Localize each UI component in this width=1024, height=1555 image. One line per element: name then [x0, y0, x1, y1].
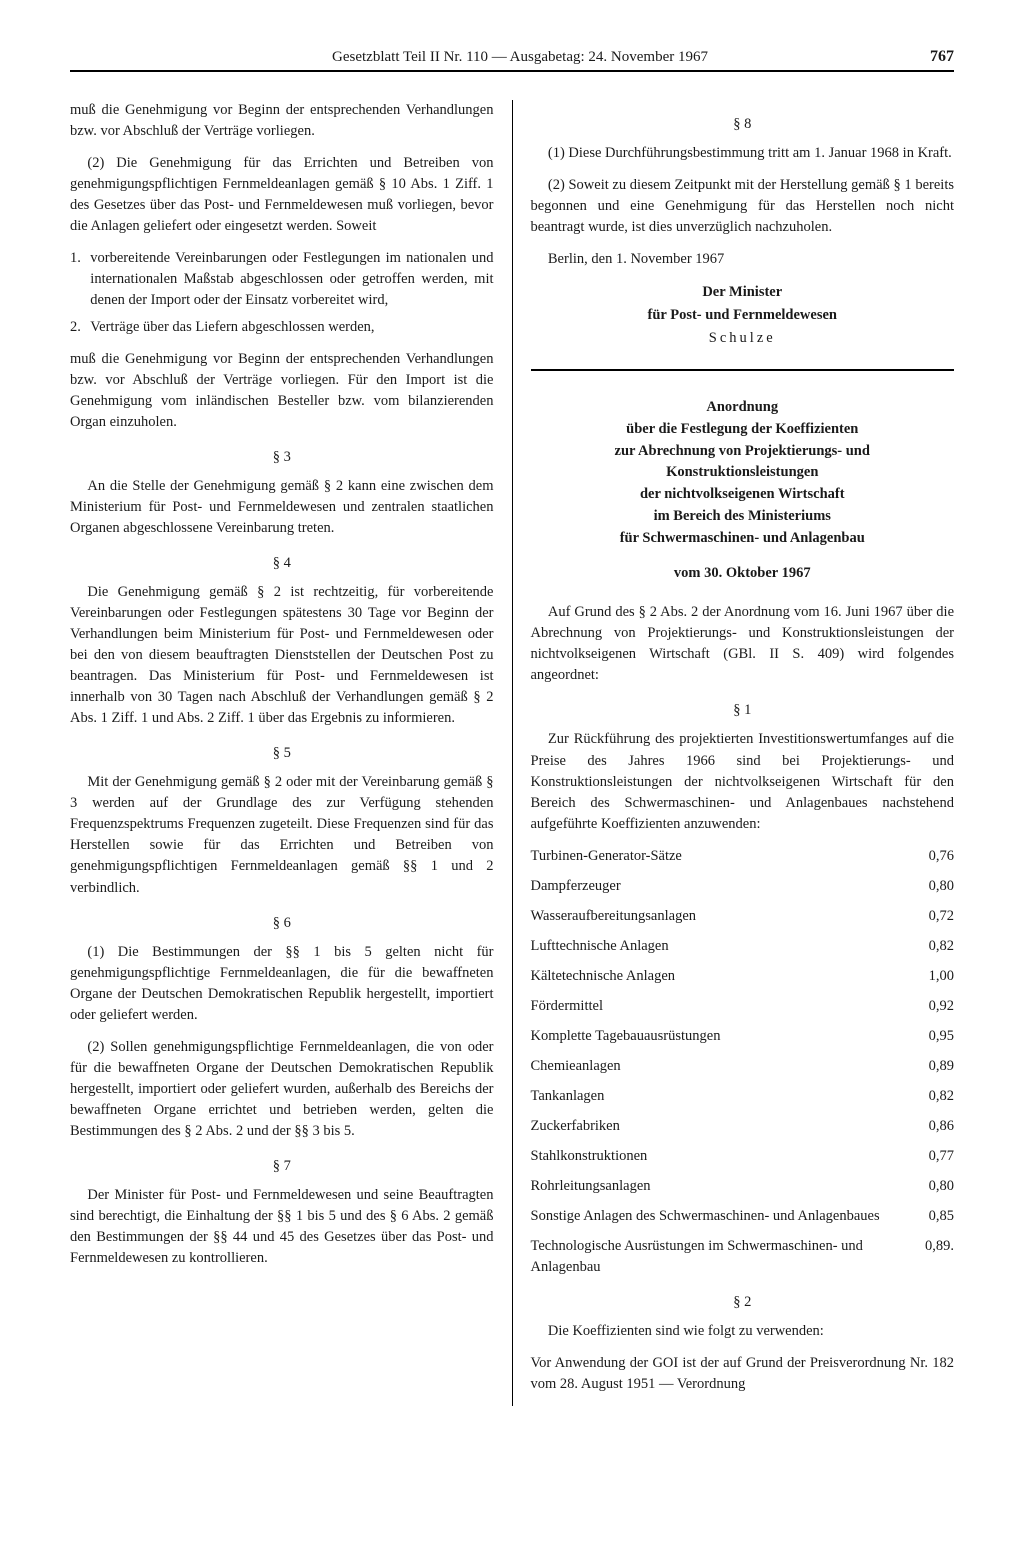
coefficient-row: Rohrleitungsanlagen0,80: [531, 1176, 955, 1197]
signature-name: Schulze: [531, 328, 955, 349]
running-header: Gesetzblatt Teil II Nr. 110 — Ausgabetag…: [70, 48, 954, 72]
continuation-paragraph: muß die Genehmigung vor Beginn der entsp…: [70, 100, 494, 142]
section-4-paragraph: Die Genehmigung gemäß § 2 ist rechtzeiti…: [70, 582, 494, 729]
numbered-list: 1. vorbereitende Vereinbarungen oder Fes…: [70, 248, 494, 338]
coefficient-name: Zuckerfabriken: [531, 1116, 929, 1137]
coefficient-name: Fördermittel: [531, 996, 929, 1017]
coefficient-name: Tankanlagen: [531, 1086, 929, 1107]
coefficient-name: Wasseraufbereitungsanlagen: [531, 906, 929, 927]
section-5-paragraph: Mit der Genehmigung gemäß § 2 oder mit d…: [70, 772, 494, 898]
coefficient-name: Komplette Tagebauausrüstungen: [531, 1026, 929, 1047]
signature-title-2: für Post- und Fernmeldewesen: [531, 305, 955, 326]
decree-section-2-paragraph-1: Die Koeffizienten sind wie folgt zu verw…: [531, 1321, 955, 1342]
decree-title-line: Konstruktionsleistungen: [531, 462, 955, 484]
coefficient-row: Zuckerfabriken0,86: [531, 1116, 955, 1137]
coefficient-name: Chemieanlagen: [531, 1056, 929, 1077]
list-number: 2.: [70, 317, 90, 338]
coefficient-name: Kältetechnische Anlagen: [531, 966, 929, 987]
paragraph-2-cont: muß die Genehmigung vor Beginn der entsp…: [70, 349, 494, 433]
coefficient-value: 1,00: [929, 966, 954, 987]
coefficient-name: Sonstige Anlagen des Schwermaschinen- un…: [531, 1206, 929, 1227]
paragraph-2-intro: (2) Die Genehmigung für das Errichten un…: [70, 153, 494, 237]
coefficient-row: Technologische Ausrüstungen im Schwermas…: [531, 1236, 955, 1278]
right-column: § 8 (1) Diese Durchführungsbestimmung tr…: [513, 100, 955, 1406]
coefficient-value: 0,72: [929, 906, 954, 927]
decree-title-line: Anordnung: [531, 397, 955, 419]
decree-section-1-paragraph: Zur Rückführung des projektierten Invest…: [531, 729, 955, 834]
signature-block: Der Minister für Post- und Fernmeldewese…: [531, 282, 955, 349]
coefficient-row: Fördermittel0,92: [531, 996, 955, 1017]
decree-section-heading-2: § 2: [531, 1292, 955, 1313]
coefficient-row: Lufttechnische Anlagen0,82: [531, 936, 955, 957]
section-6-paragraph-2: (2) Sollen genehmigungspflichtige Fernme…: [70, 1037, 494, 1142]
decree-section-heading-1: § 1: [531, 700, 955, 721]
decree-date: vom 30. Oktober 1967: [531, 563, 955, 584]
two-column-layout: muß die Genehmigung vor Beginn der entsp…: [70, 100, 954, 1406]
decree-title-line: über die Festlegung der Koeffizienten: [531, 419, 955, 441]
decree-title-line: der nichtvolkseigenen Wirtschaft: [531, 484, 955, 506]
coefficient-row: Komplette Tagebauausrüstungen0,95: [531, 1026, 955, 1047]
section-heading-7: § 7: [70, 1156, 494, 1177]
coefficient-name: Turbinen-Generator-Sätze: [531, 846, 929, 867]
section-3-paragraph: An die Stelle der Genehmigung gemäß § 2 …: [70, 476, 494, 539]
coefficient-value: 0,76: [929, 846, 954, 867]
coefficient-row: Kältetechnische Anlagen1,00: [531, 966, 955, 987]
decree-title: Anordnung über die Festlegung der Koeffi…: [531, 397, 955, 549]
coefficient-name: Technologische Ausrüstungen im Schwermas…: [531, 1236, 926, 1278]
coefficient-value: 0,77: [929, 1146, 954, 1167]
decree-title-line: zur Abrechnung von Projektierungs- und: [531, 441, 955, 463]
section-6-paragraph-1: (1) Die Bestimmungen der §§ 1 bis 5 gelt…: [70, 942, 494, 1026]
coefficient-value: 0,85: [929, 1206, 954, 1227]
coefficient-value: 0,86: [929, 1116, 954, 1137]
coefficient-row: Dampferzeuger0,80: [531, 876, 955, 897]
section-heading-4: § 4: [70, 553, 494, 574]
coefficient-row: Turbinen-Generator-Sätze0,76: [531, 846, 955, 867]
left-column: muß die Genehmigung vor Beginn der entsp…: [70, 100, 513, 1406]
decree-section-2-paragraph-2: Vor Anwendung der GOI ist der auf Grund …: [531, 1353, 955, 1395]
list-item: 2. Verträge über das Liefern abgeschloss…: [70, 317, 494, 338]
page: Gesetzblatt Teil II Nr. 110 — Ausgabetag…: [0, 0, 1024, 1466]
list-text: vorbereitende Vereinbarungen oder Festle…: [90, 248, 493, 311]
decree-title-line: für Schwermaschinen- und Anlagenbau: [531, 528, 955, 550]
section-7-paragraph: Der Minister für Post- und Fernmeldewese…: [70, 1185, 494, 1269]
list-number: 1.: [70, 248, 90, 311]
coefficient-value: 0,92: [929, 996, 954, 1017]
coefficient-name: Stahlkonstruktionen: [531, 1146, 929, 1167]
header-page-number: 767: [930, 48, 954, 66]
coefficient-value: 0,95: [929, 1026, 954, 1047]
decree-title-line: im Bereich des Ministeriums: [531, 506, 955, 528]
list-text: Verträge über das Liefern abgeschlossen …: [90, 317, 493, 338]
coefficient-name: Dampferzeuger: [531, 876, 929, 897]
coefficient-value: 0,80: [929, 1176, 954, 1197]
section-heading-5: § 5: [70, 743, 494, 764]
coefficient-value: 0,82: [929, 936, 954, 957]
coefficient-table: Turbinen-Generator-Sätze0,76Dampferzeuge…: [531, 846, 955, 1278]
section-heading-6: § 6: [70, 913, 494, 934]
section-8-paragraph-1: (1) Diese Durchführungsbestimmung tritt …: [531, 143, 955, 164]
header-title: Gesetzblatt Teil II Nr. 110 — Ausgabetag…: [110, 49, 930, 66]
coefficient-value: 0,89: [929, 1056, 954, 1077]
section-heading-3: § 3: [70, 447, 494, 468]
separator: [531, 369, 955, 371]
decree-intro: Auf Grund des § 2 Abs. 2 der Anordnung v…: [531, 602, 955, 686]
signature-title-1: Der Minister: [531, 282, 955, 303]
list-item: 1. vorbereitende Vereinbarungen oder Fes…: [70, 248, 494, 311]
coefficient-row: Stahlkonstruktionen0,77: [531, 1146, 955, 1167]
coefficient-row: Wasseraufbereitungsanlagen0,72: [531, 906, 955, 927]
coefficient-name: Lufttechnische Anlagen: [531, 936, 929, 957]
date-location: Berlin, den 1. November 1967: [531, 249, 955, 270]
coefficient-value: 0,82: [929, 1086, 954, 1107]
coefficient-row: Chemieanlagen0,89: [531, 1056, 955, 1077]
coefficient-value: 0,89.: [925, 1236, 954, 1257]
coefficient-value: 0,80: [929, 876, 954, 897]
section-heading-8: § 8: [531, 114, 955, 135]
section-8-paragraph-2: (2) Soweit zu diesem Zeitpunkt mit der H…: [531, 175, 955, 238]
coefficient-row: Sonstige Anlagen des Schwermaschinen- un…: [531, 1206, 955, 1227]
coefficient-row: Tankanlagen0,82: [531, 1086, 955, 1107]
coefficient-name: Rohrleitungsanlagen: [531, 1176, 929, 1197]
